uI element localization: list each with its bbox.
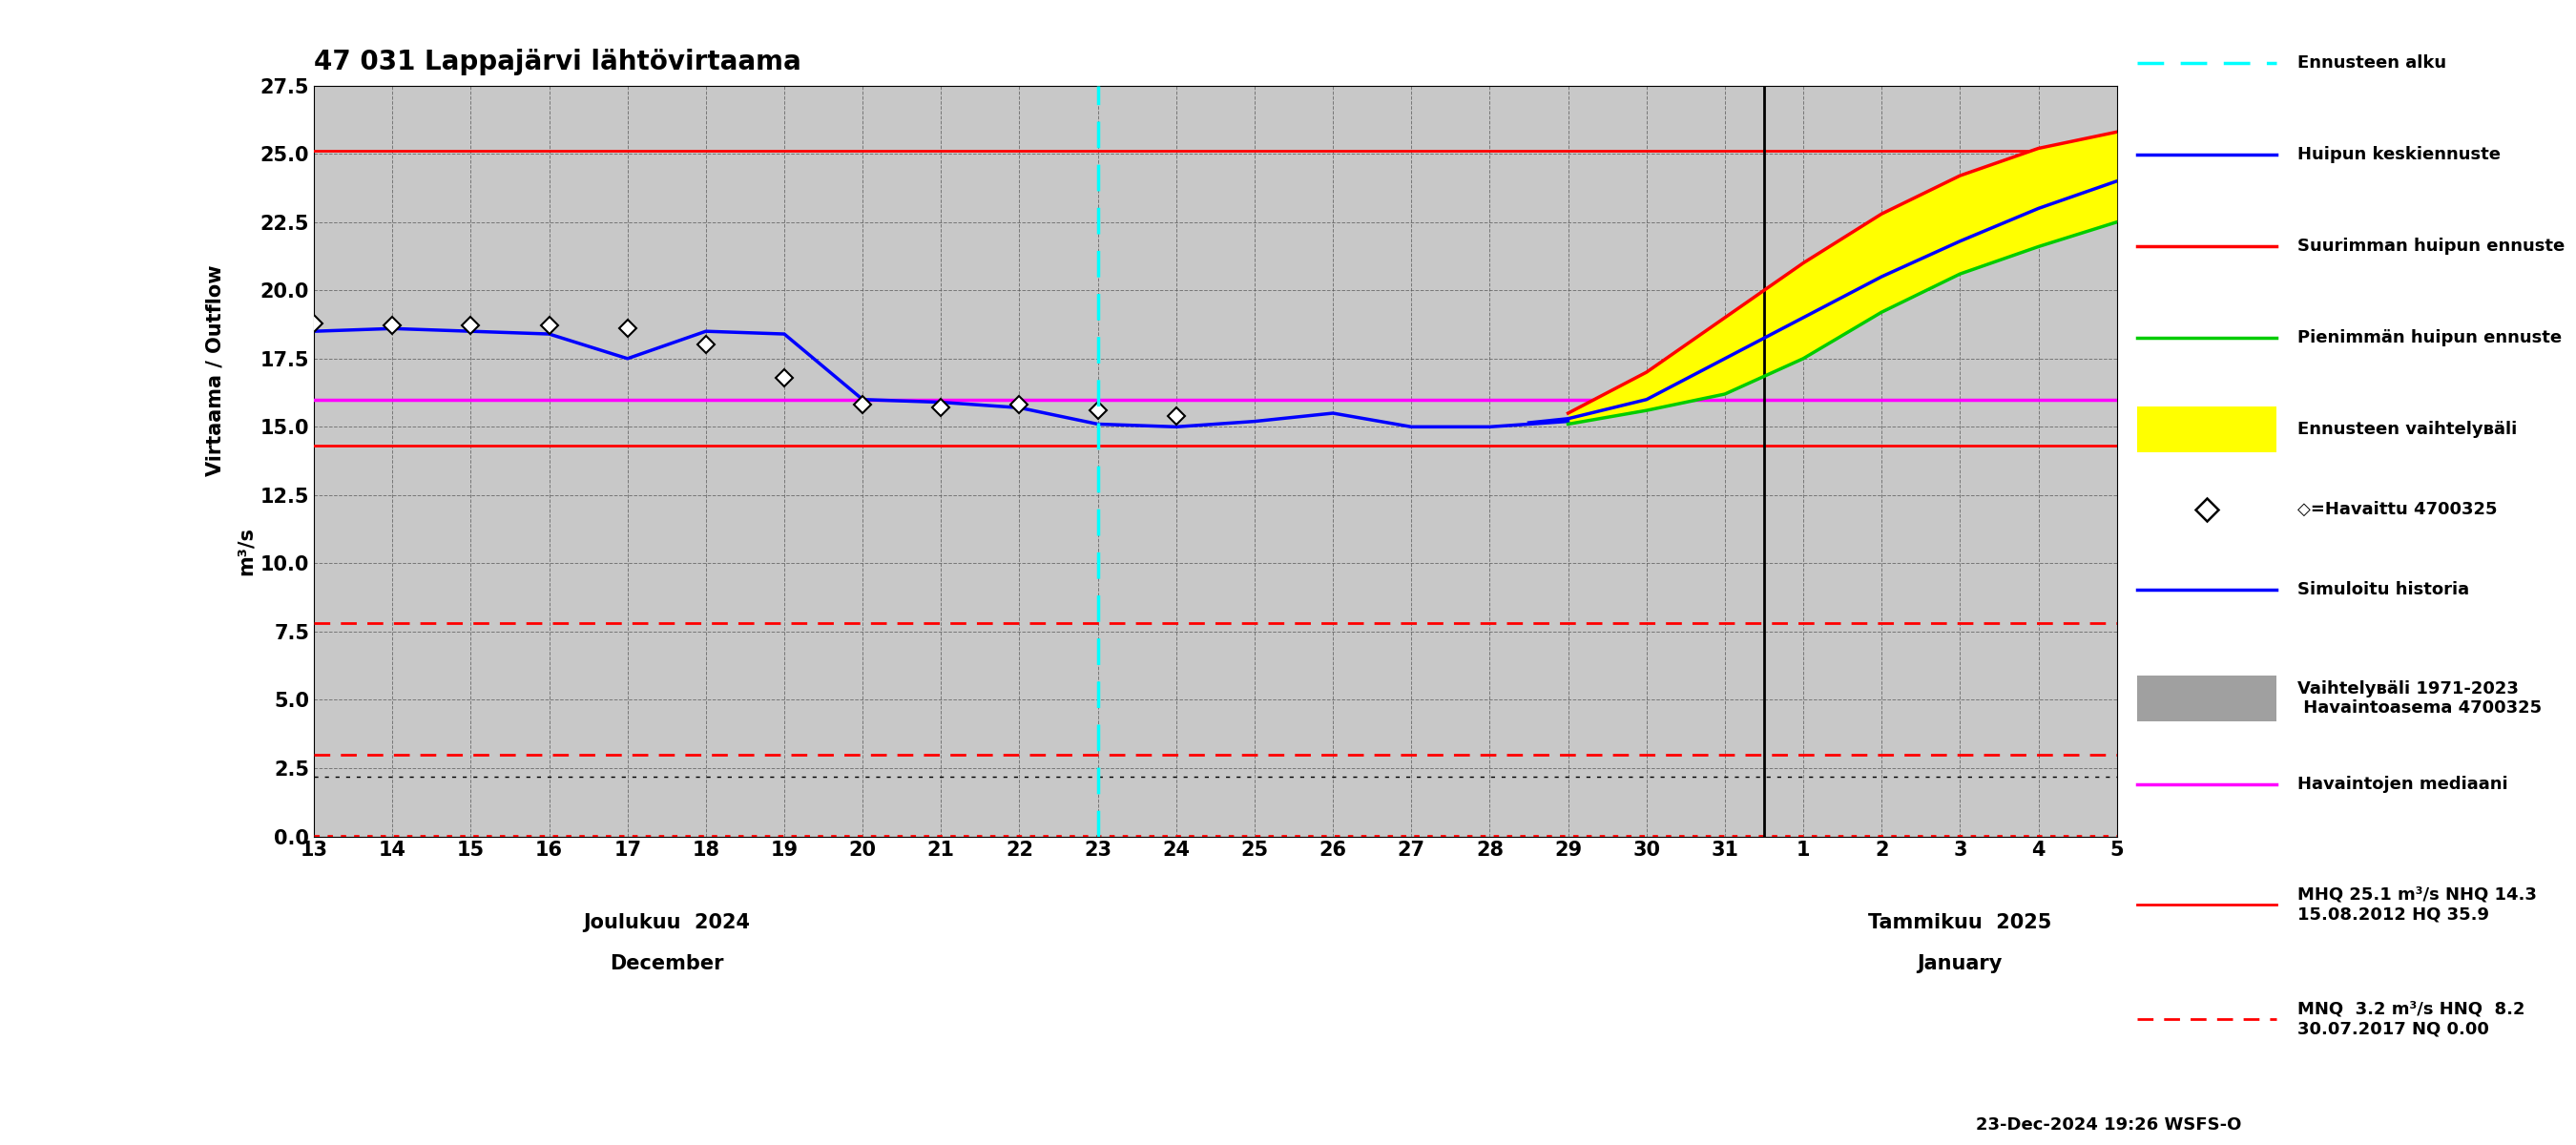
Text: Ennusteen alku: Ennusteen alku [2298, 54, 2447, 71]
Text: December: December [611, 954, 724, 973]
Text: 47 031 Lappajärvi lähtövirtaama: 47 031 Lappajärvi lähtövirtaama [314, 48, 801, 76]
Text: Virtaama / Outflow: Virtaama / Outflow [206, 266, 224, 476]
Text: January: January [1917, 954, 2002, 973]
Text: Havaintojen mediaani: Havaintojen mediaani [2298, 776, 2506, 792]
Text: Simuloitu historia: Simuloitu historia [2298, 581, 2468, 598]
Text: Pienimmän huipun ennuste: Pienimmän huipun ennuste [2298, 330, 2561, 346]
Text: Suurimman huipun ennuste: Suurimman huipun ennuste [2298, 237, 2566, 254]
Text: m³/s: m³/s [237, 527, 255, 576]
Text: Ennusteen vaihtelувäli: Ennusteen vaihtelувäli [2298, 420, 2517, 437]
Text: Vaihtelувäli 1971-2023
 Havaintoasema 4700325: Vaihtelувäli 1971-2023 Havaintoasema 470… [2298, 680, 2543, 717]
Text: ◇=Havaittu 4700325: ◇=Havaittu 4700325 [2298, 500, 2496, 518]
Text: Joulukuu  2024: Joulukuu 2024 [582, 913, 750, 932]
Text: MHQ 25.1 m³/s NHQ 14.3
15.08.2012 HQ 35.9: MHQ 25.1 m³/s NHQ 14.3 15.08.2012 HQ 35.… [2298, 886, 2537, 923]
Text: Tammikuu  2025: Tammikuu 2025 [1868, 913, 2053, 932]
Text: MNQ  3.2 m³/s HNQ  8.2
30.07.2017 NQ 0.00: MNQ 3.2 m³/s HNQ 8.2 30.07.2017 NQ 0.00 [2298, 1001, 2524, 1037]
Text: 23-Dec-2024 19:26 WSFS-O: 23-Dec-2024 19:26 WSFS-O [1976, 1116, 2241, 1134]
Text: Huipun keskiennuste: Huipun keskiennuste [2298, 145, 2501, 163]
